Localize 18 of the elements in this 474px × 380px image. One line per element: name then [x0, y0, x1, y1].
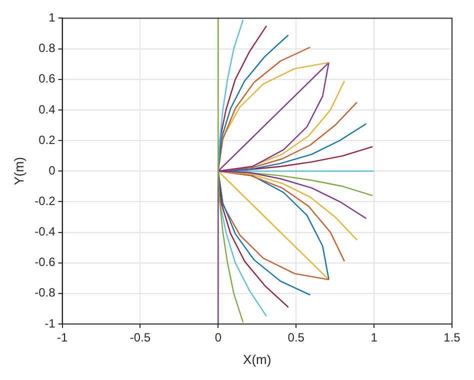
x-tick-label: 1.5 [444, 330, 461, 345]
x-tick-label: -0.5 [130, 330, 151, 345]
y-tick-label: -0.4 [34, 224, 56, 239]
y-tick-label: 0 [48, 163, 56, 178]
x-axis-title: X(m) [243, 352, 272, 367]
y-axis-title: Y(m) [11, 157, 26, 186]
y-tick-label: 0.8 [38, 41, 56, 56]
y-tick-label: 1 [48, 10, 56, 25]
y-tick-label: -1 [44, 316, 56, 330]
y-tick-label: -0.8 [34, 286, 56, 300]
y-tick-label: -0.6 [34, 255, 56, 270]
y-tick-label: 0.4 [38, 102, 56, 116]
y-tick-label: 0.6 [38, 72, 56, 86]
y-tick-label: 0.2 [38, 132, 56, 147]
y-tick-label: -0.2 [34, 194, 56, 208]
x-tick-label: 0 [214, 330, 222, 345]
x-tick-label: 1 [370, 330, 378, 345]
x-tick-label: 0.5 [288, 330, 305, 345]
